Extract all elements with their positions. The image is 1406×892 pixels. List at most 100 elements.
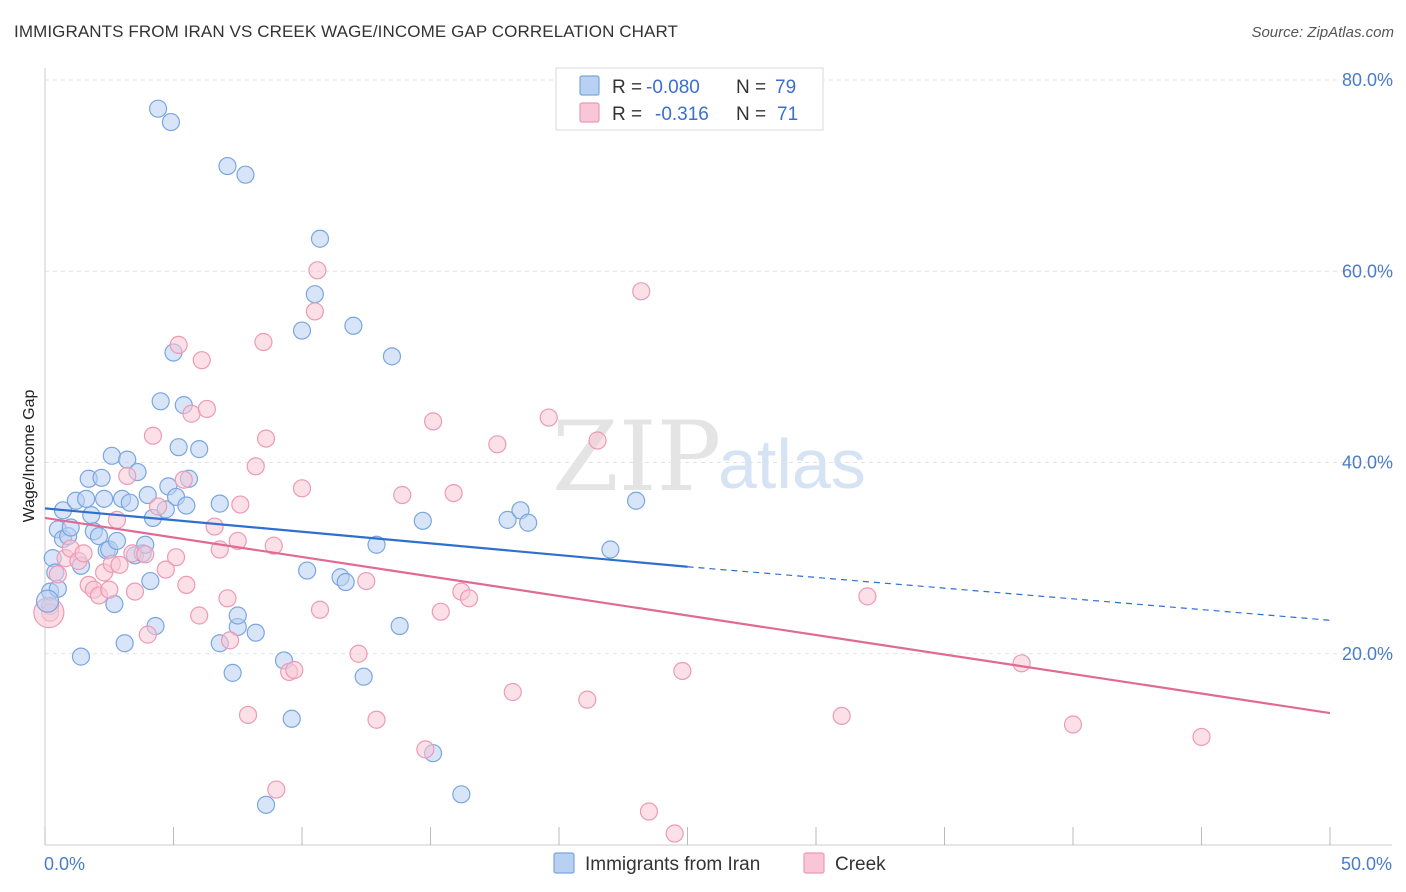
legend-n-value-1: 79 — [775, 77, 796, 98]
iran-point — [498, 510, 517, 529]
iran-point — [218, 156, 237, 176]
creek-point — [267, 780, 286, 799]
iran-point — [228, 606, 247, 625]
creek-point — [632, 282, 651, 301]
creek-point — [148, 497, 168, 516]
iran-point — [367, 535, 386, 554]
creek-point — [310, 600, 330, 619]
creek-point — [177, 575, 196, 595]
creek-point — [231, 495, 250, 514]
iran-point — [246, 623, 265, 642]
y-tick-label-60: 60.0% — [1342, 261, 1393, 281]
creek-point — [218, 589, 237, 608]
creek-point — [285, 660, 304, 680]
creek-point — [292, 479, 312, 498]
creek-point — [100, 580, 119, 599]
creek-point — [264, 536, 283, 555]
iran-point — [177, 496, 196, 515]
iran-point — [282, 709, 301, 728]
iran-point — [310, 229, 330, 248]
legend-r-label-1: R = — [612, 77, 642, 98]
iran-trend-extension — [687, 566, 1331, 621]
creek-point — [665, 824, 684, 843]
iran-point — [292, 321, 312, 340]
iran-point — [519, 513, 538, 532]
creek-point — [190, 606, 209, 625]
creek-point — [578, 690, 597, 709]
iran-point — [102, 446, 121, 465]
creek-point — [192, 351, 211, 370]
creek-point — [138, 625, 157, 644]
iran-point — [601, 540, 620, 559]
iran-point — [298, 561, 317, 580]
creek-point — [539, 408, 558, 427]
iran-point — [89, 527, 109, 546]
iran-point — [344, 316, 363, 335]
legend-box — [555, 67, 824, 131]
y-axis-label: Wage/Income Gap — [21, 390, 38, 523]
creek-point — [503, 682, 522, 702]
chart-title: IMMIGRANTS FROM IRAN VS CREEK WAGE/INCOM… — [14, 22, 679, 41]
bottom-legend-label-creek: Creek — [835, 854, 886, 875]
legend-swatch-pink — [579, 102, 600, 123]
iran-point — [210, 494, 229, 513]
iran-point — [413, 511, 432, 530]
trend-lines — [44, 507, 1331, 715]
iran-point — [77, 489, 96, 508]
bottom-legend-swatch-creek — [803, 852, 825, 874]
creek-point — [588, 431, 607, 450]
creek-point — [357, 571, 376, 591]
iran-point — [336, 572, 355, 592]
creek-point — [305, 302, 324, 321]
creek-point — [166, 548, 186, 567]
creek-point — [143, 426, 163, 445]
creek-point — [431, 602, 450, 621]
iran-point — [138, 485, 157, 505]
axes — [44, 68, 1392, 846]
iran-point — [169, 438, 188, 457]
iran-point — [82, 505, 101, 525]
creek-point — [48, 565, 67, 584]
iran-trend-line — [44, 507, 688, 568]
creek-point — [238, 705, 258, 725]
creek-point — [832, 706, 851, 726]
iran-point — [452, 785, 471, 804]
creek-point — [416, 740, 435, 759]
y-tick-label-80: 80.0% — [1342, 70, 1393, 90]
creek-point — [256, 429, 276, 448]
iran-point — [151, 392, 170, 411]
bottom-legend: Immigrants from Iran Creek — [553, 852, 886, 875]
x-tick-label-max: 50.0% — [1341, 854, 1392, 874]
creek-point — [444, 484, 463, 503]
creek-point — [349, 644, 368, 663]
legend-r-value-1: -0.080 — [646, 77, 700, 98]
iran-point — [92, 468, 111, 487]
legend-n-label-1: N = — [736, 77, 766, 98]
data-points — [33, 99, 1211, 843]
creek-point — [156, 560, 175, 579]
iran-point — [305, 285, 324, 304]
iran-point — [354, 667, 373, 686]
iran-point — [71, 647, 91, 666]
legend: R = -0.080 N = 79 R = -0.316 N = 71 — [555, 67, 824, 131]
gridlines — [45, 79, 1392, 655]
creek-point — [118, 466, 137, 485]
y-tick-label-40: 40.0% — [1342, 453, 1393, 473]
iran-point — [161, 112, 181, 132]
iran-point — [115, 634, 134, 653]
iran-point — [120, 493, 139, 512]
creek-point — [169, 335, 188, 354]
iran-point — [626, 491, 646, 510]
iran-point — [236, 165, 255, 184]
iran-point — [390, 616, 409, 636]
creek-point — [220, 631, 240, 650]
creek-point — [673, 661, 692, 681]
creek-point — [367, 710, 386, 729]
creek-point — [174, 470, 193, 489]
creek-point — [858, 587, 877, 606]
creek-point — [197, 399, 217, 419]
legend-r-label-2: R = — [612, 104, 642, 125]
creek-point — [639, 802, 659, 821]
creek-point — [423, 412, 443, 431]
y-tick-labels: 20.0% 40.0% 60.0% 80.0% — [1342, 70, 1393, 664]
